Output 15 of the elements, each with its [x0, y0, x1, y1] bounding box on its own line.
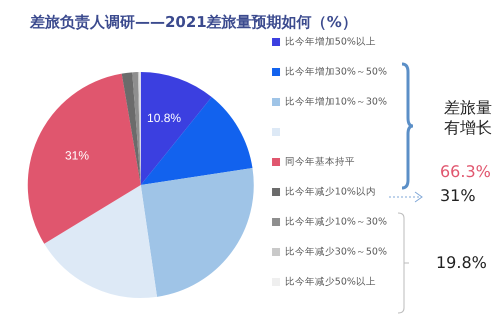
legend-label: 比今年增加50%以上 — [284, 35, 376, 48]
text: 66.3% — [440, 162, 491, 181]
legend-label: 比今年减少50%以上 — [284, 275, 376, 288]
legend-label: 比今年增加30%～50% — [284, 65, 388, 78]
legend-label: 比今年减少30%～50% — [284, 245, 388, 258]
data-label: 10.8% — [147, 111, 182, 126]
text: 19.8% — [436, 253, 487, 272]
chart-title: 差旅负责人调研——2021差旅量预期如何（%） — [29, 12, 357, 31]
text: 差旅量有增长 — [444, 98, 493, 138]
text: 31% — [440, 186, 476, 205]
data-label: 31% — [64, 148, 90, 162]
legend-label: 同今年基本持平 — [284, 155, 355, 168]
legend-label: 比今年减少10%～30% — [284, 215, 388, 228]
legend-label: 比今年减少10%以内 — [284, 185, 376, 198]
legend-label: 比今年增加10%～30% — [284, 95, 388, 108]
